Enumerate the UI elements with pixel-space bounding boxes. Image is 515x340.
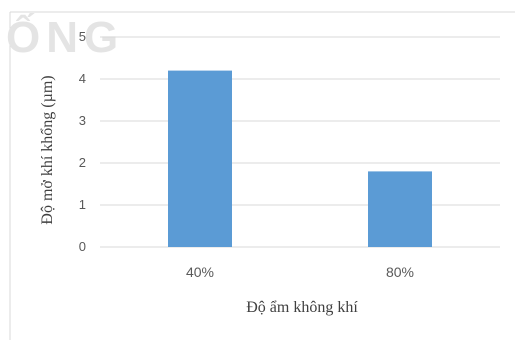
y-tick-label: 1 [79,197,86,212]
y-axis-title: Độ mở khí khổng (µm) [39,75,56,224]
bars [168,70,432,247]
bar-40% [168,70,232,247]
x-category-label: 80% [386,264,414,280]
bar-80% [368,171,432,247]
y-tick-label: 5 [79,29,86,44]
y-tick-label: 0 [79,239,86,254]
y-tick-labels: 0 1 2 3 4 5 [79,29,86,254]
grid-lines [100,36,500,248]
x-category-label: 40% [186,264,214,280]
watermark-text: ỐNG [6,11,124,62]
y-tick-label: 4 [79,71,86,86]
y-tick-label: 2 [79,155,86,170]
x-category-labels: 40% 80% [186,264,414,280]
y-tick-label: 3 [79,113,86,128]
x-axis-title: Độ ẩm không khí [246,299,358,316]
